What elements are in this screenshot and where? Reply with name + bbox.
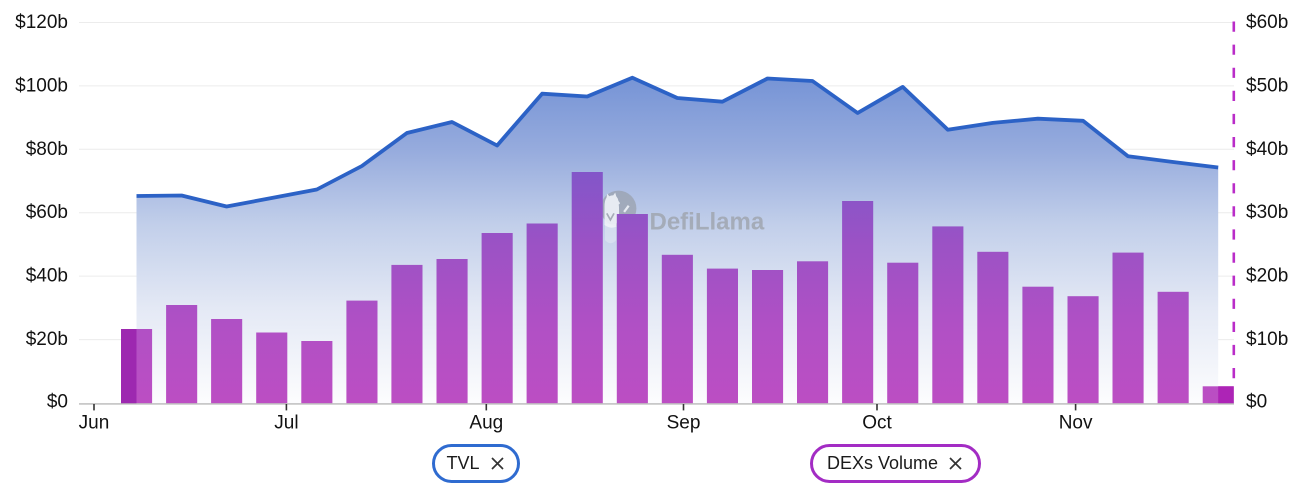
svg-text:$30b: $30b	[1246, 202, 1288, 223]
svg-text:$120b: $120b	[15, 12, 68, 33]
svg-text:$0: $0	[1246, 392, 1267, 413]
svg-text:$60b: $60b	[1246, 12, 1288, 33]
svg-text:Sep: Sep	[667, 413, 701, 434]
svg-text:$0: $0	[47, 392, 68, 413]
svg-text:$10b: $10b	[1246, 329, 1288, 350]
svg-text:$50b: $50b	[1246, 75, 1288, 96]
svg-text:Oct: Oct	[862, 413, 892, 434]
svg-text:$40b: $40b	[26, 266, 68, 287]
svg-text:$60b: $60b	[26, 202, 68, 223]
svg-text:$80b: $80b	[26, 139, 68, 160]
svg-text:$40b: $40b	[1246, 139, 1288, 160]
svg-text:DefiLlama: DefiLlama	[650, 209, 765, 236]
svg-text:$20b: $20b	[1246, 266, 1288, 287]
svg-text:Aug: Aug	[469, 413, 503, 434]
svg-text:$20b: $20b	[26, 329, 68, 350]
svg-text:Nov: Nov	[1059, 413, 1093, 434]
svg-text:Jul: Jul	[274, 413, 298, 434]
svg-text:$100b: $100b	[15, 75, 68, 96]
svg-text:Jun: Jun	[79, 413, 110, 434]
